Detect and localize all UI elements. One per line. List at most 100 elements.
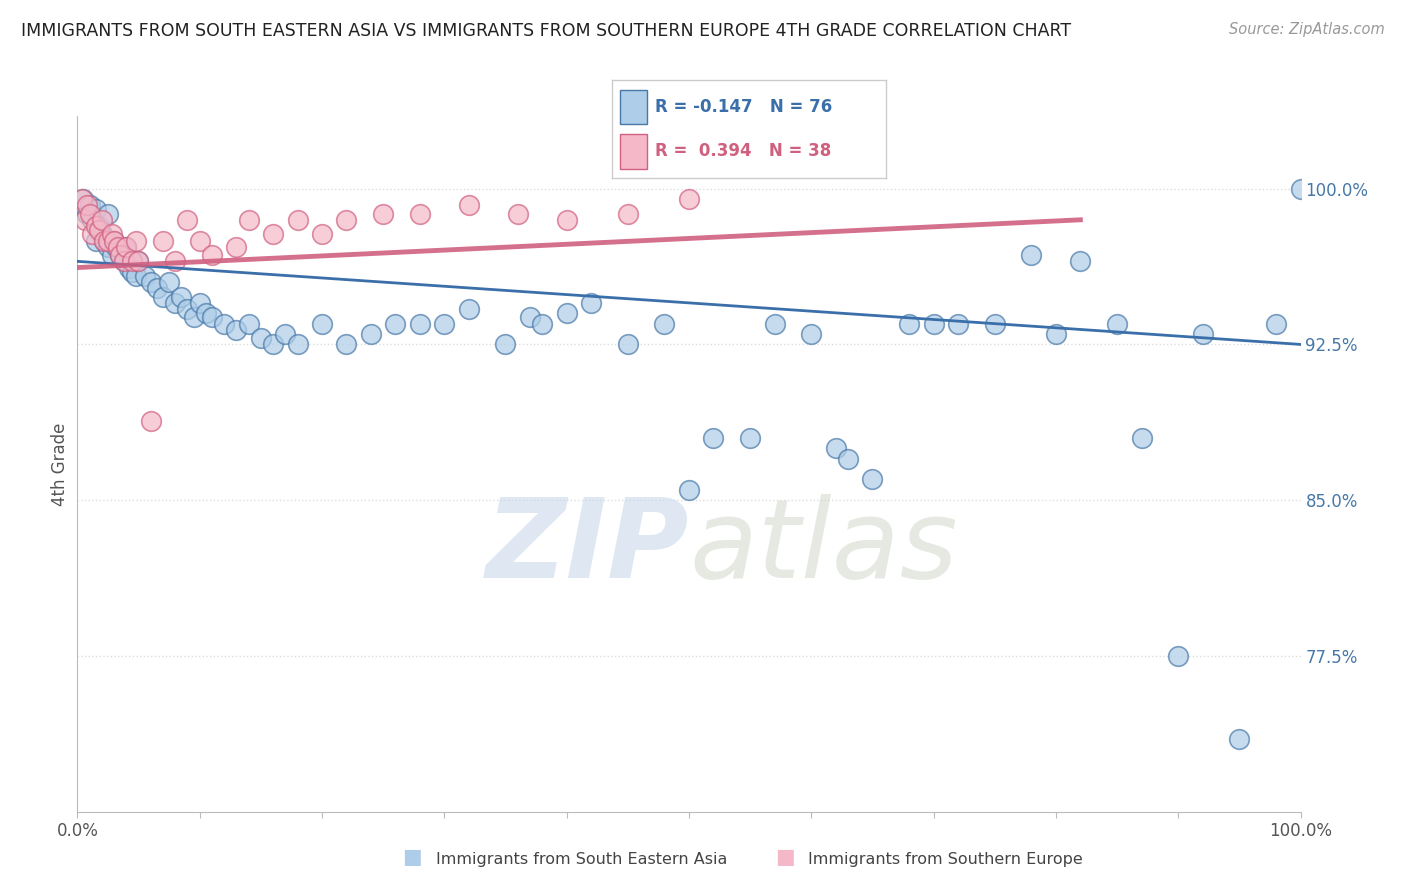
Point: [201, 310, 224, 325]
Point: [125, 234, 148, 248]
Point: [89, 223, 111, 237]
Point: [97, 234, 120, 248]
Point: [506, 206, 529, 220]
Point: [103, 234, 125, 248]
Text: ZIP: ZIP: [485, 494, 689, 601]
Point: [157, 275, 180, 289]
Point: [127, 254, 149, 268]
Point: [555, 306, 578, 320]
Point: [76, 206, 98, 220]
Point: [89, 219, 111, 233]
Point: [335, 337, 357, 351]
Point: [1107, 317, 1129, 331]
Point: [125, 268, 148, 283]
Point: [112, 254, 135, 268]
Point: [90, 212, 112, 227]
Text: Source: ZipAtlas.com: Source: ZipAtlas.com: [1229, 22, 1385, 37]
Point: [250, 331, 273, 345]
Point: [108, 248, 131, 262]
Point: [139, 414, 162, 428]
Point: [457, 302, 479, 317]
Point: [946, 317, 969, 331]
Point: [225, 240, 247, 254]
Point: [702, 431, 724, 445]
Point: [194, 306, 217, 320]
Text: Immigrants from Southern Europe: Immigrants from Southern Europe: [808, 852, 1083, 867]
Point: [188, 234, 211, 248]
Point: [763, 317, 786, 331]
Point: [84, 202, 107, 217]
Point: [100, 248, 122, 262]
Point: [121, 265, 143, 279]
Point: [176, 302, 198, 317]
Point: [79, 206, 101, 220]
Point: [97, 240, 120, 254]
Point: [555, 212, 578, 227]
Point: [183, 310, 205, 325]
Point: [287, 212, 309, 227]
Bar: [620, 90, 647, 124]
Point: [457, 198, 479, 212]
Point: [531, 317, 554, 331]
Point: [654, 317, 676, 331]
Point: [93, 234, 115, 248]
Point: [90, 227, 112, 242]
Point: [84, 234, 107, 248]
Point: [152, 290, 174, 304]
Point: [335, 212, 357, 227]
Point: [121, 254, 143, 268]
Point: [107, 240, 129, 254]
Point: [837, 451, 859, 466]
Point: [165, 296, 187, 310]
Point: [100, 227, 122, 242]
Bar: [620, 134, 647, 169]
Point: [617, 337, 640, 351]
Point: [579, 296, 602, 310]
Point: [139, 275, 162, 289]
Point: [1045, 326, 1067, 341]
Text: IMMIGRANTS FROM SOUTH EASTERN ASIA VS IMMIGRANTS FROM SOUTHERN EUROPE 4TH GRADE : IMMIGRANTS FROM SOUTH EASTERN ASIA VS IM…: [21, 22, 1071, 40]
Point: [384, 317, 406, 331]
Point: [1289, 181, 1312, 195]
Point: [134, 268, 156, 283]
Point: [146, 281, 169, 295]
Point: [103, 234, 125, 248]
Point: [409, 317, 432, 331]
Point: [93, 234, 115, 248]
Point: [1167, 648, 1189, 663]
Point: [1130, 431, 1153, 445]
Point: [115, 240, 138, 254]
Point: [409, 206, 432, 220]
Point: [678, 483, 700, 497]
Point: [79, 198, 101, 212]
Point: [97, 206, 120, 220]
Point: [360, 326, 382, 341]
Point: [152, 234, 174, 248]
Point: [519, 310, 541, 325]
Point: [238, 317, 260, 331]
Text: atlas: atlas: [689, 494, 957, 601]
Point: [201, 248, 224, 262]
Y-axis label: 4th Grade: 4th Grade: [51, 422, 69, 506]
Point: [170, 290, 193, 304]
Point: [112, 254, 135, 268]
Point: [115, 240, 138, 254]
Point: [800, 326, 823, 341]
Point: [262, 337, 284, 351]
Point: [1265, 317, 1288, 331]
Point: [617, 206, 640, 220]
Point: [105, 240, 128, 254]
Point: [80, 227, 103, 242]
Point: [76, 198, 98, 212]
Point: [1229, 732, 1251, 747]
Point: [824, 442, 846, 456]
Point: [740, 431, 762, 445]
Point: [176, 212, 198, 227]
Point: [862, 472, 884, 486]
Point: [898, 317, 921, 331]
Point: [188, 296, 211, 310]
Point: [108, 248, 131, 262]
Point: [311, 227, 333, 242]
Point: [1021, 248, 1043, 262]
Point: [72, 192, 94, 206]
